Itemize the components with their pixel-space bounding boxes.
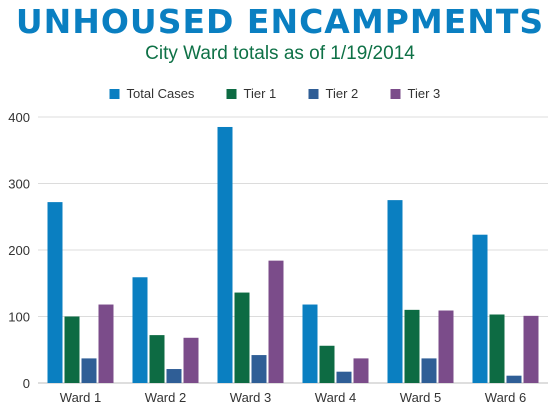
chart-bars <box>47 126 539 383</box>
chart-legend: Total Cases Tier 1 Tier 2 Tier 3 <box>109 86 441 101</box>
y-tick-label: 400 <box>8 110 30 125</box>
bar-tier-3-ward-2 <box>183 337 199 383</box>
bar-tier-3-ward-3 <box>268 260 284 383</box>
bar-tier-2-ward-4 <box>336 371 352 383</box>
bar-tier-2-ward-2 <box>166 369 182 383</box>
bar-tier-2-ward-3 <box>251 355 267 383</box>
legend-label: Tier 1 <box>244 86 277 101</box>
bar-tier-1-ward-2 <box>149 335 165 383</box>
bar-tier-1-ward-4 <box>319 345 335 383</box>
x-tick-label: Ward 2 <box>145 390 186 405</box>
bar-tier-3-ward-1 <box>98 304 114 383</box>
legend-swatch <box>308 89 319 99</box>
bar-tier-2-ward-5 <box>421 358 437 383</box>
legend-swatch <box>390 89 401 99</box>
bar-tier-3-ward-6 <box>523 315 539 383</box>
bar-tier-1-ward-5 <box>404 309 420 383</box>
x-tick-label: Ward 3 <box>230 390 271 405</box>
bar-tier-3-ward-5 <box>438 310 454 383</box>
x-tick-label: Ward 5 <box>400 390 441 405</box>
bar-total-cases-ward-1 <box>47 202 63 383</box>
bar-total-cases-ward-5 <box>387 200 403 383</box>
bar-tier-1-ward-6 <box>489 314 505 383</box>
bar-total-cases-ward-3 <box>217 126 233 383</box>
legend-label: Tier 3 <box>408 86 441 101</box>
page-title: UNHOUSED ENCAMPMENTS <box>15 2 545 41</box>
legend-swatch <box>109 89 120 99</box>
legend-label: Total Cases <box>127 86 195 101</box>
x-tick-label: Ward 1 <box>60 390 101 405</box>
y-tick-label: 200 <box>8 243 30 258</box>
y-tick-label: 100 <box>8 310 30 325</box>
chart-gridlines <box>38 116 548 384</box>
bar-tier-2-ward-1 <box>81 358 97 383</box>
bar-tier-2-ward-6 <box>506 375 522 383</box>
legend-swatch <box>226 89 237 99</box>
x-axis-ticks: Ward 1 Ward 2 Ward 3 Ward 4 Ward 5 Ward 6 <box>60 390 526 405</box>
y-tick-label: 0 <box>23 376 30 391</box>
bar-tier-1-ward-3 <box>234 292 250 383</box>
bar-total-cases-ward-6 <box>472 234 488 383</box>
y-tick-label: 300 <box>8 177 30 192</box>
x-tick-label: Ward 6 <box>485 390 526 405</box>
legend-label: Tier 2 <box>326 86 359 101</box>
bar-tier-1-ward-1 <box>64 316 80 383</box>
bar-total-cases-ward-2 <box>132 277 148 383</box>
y-axis-ticks: 0 100 200 300 400 <box>8 110 30 391</box>
page-subtitle: City Ward totals as of 1/19/2014 <box>145 43 415 64</box>
bar-total-cases-ward-4 <box>302 304 318 383</box>
bar-tier-3-ward-4 <box>353 358 369 383</box>
x-tick-label: Ward 4 <box>315 390 356 405</box>
